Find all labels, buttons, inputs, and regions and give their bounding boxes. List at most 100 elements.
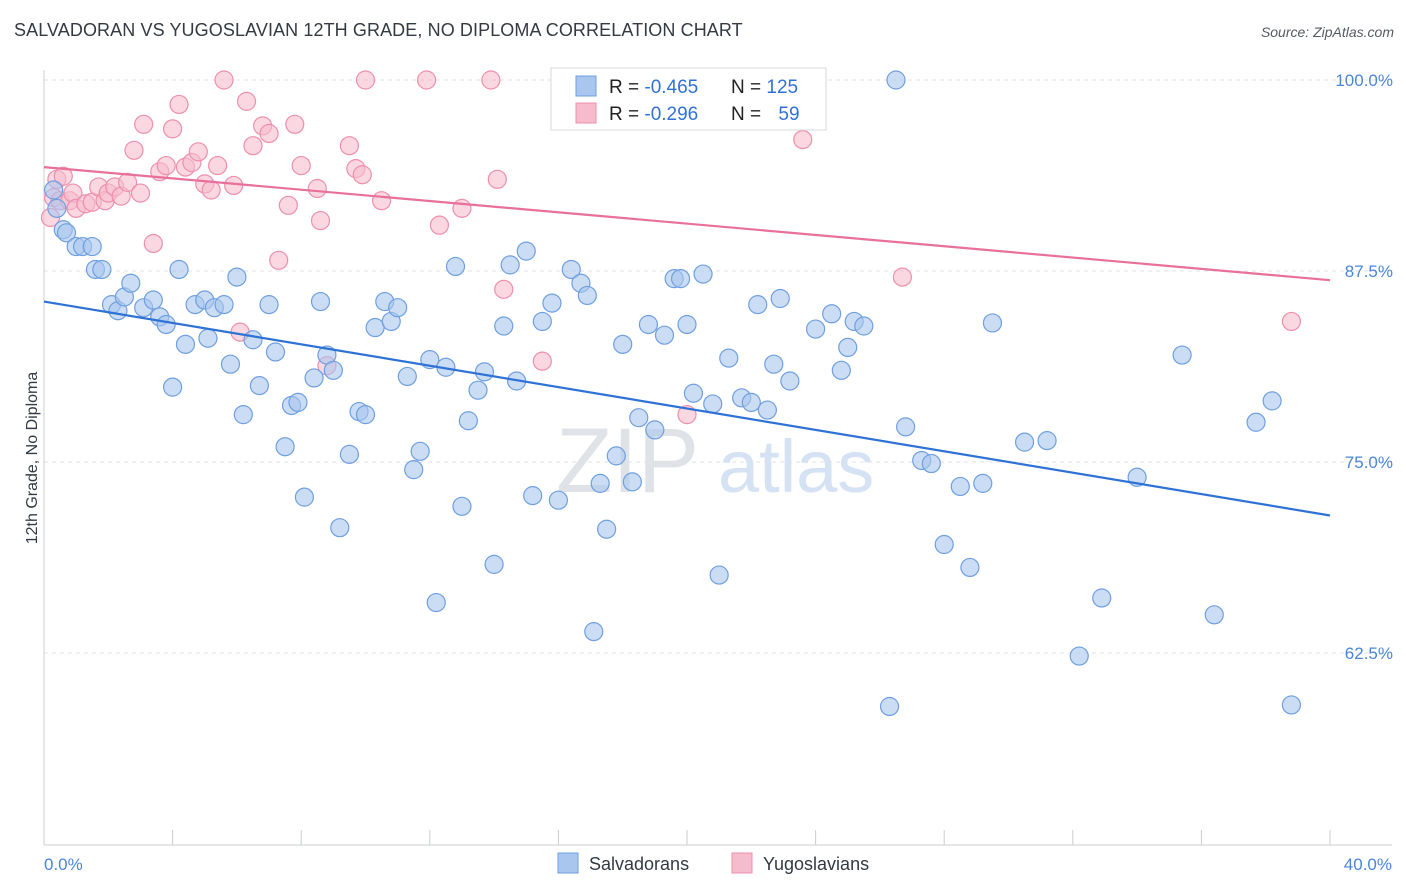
salvadorans-point [259, 295, 279, 315]
yugoslavians-point [163, 119, 183, 139]
salvadorans-point [1204, 605, 1224, 625]
legend-n-value: 59 [778, 104, 799, 125]
salvadorans-point [548, 490, 569, 510]
salvadorans-point [719, 348, 739, 368]
svg-text:N = 125: N = 125 [731, 77, 798, 98]
svg-text:R = -0.296: R = -0.296 [609, 104, 698, 125]
salvadorans-point [677, 314, 697, 335]
salvadorans-point [831, 360, 851, 380]
yugoslavians-point [259, 123, 279, 144]
yugoslavians-point [214, 70, 234, 90]
salvadorans-point [1281, 695, 1302, 715]
salvadorans-point [542, 293, 562, 313]
salvadorans-point [590, 473, 610, 493]
salvadorans-point [410, 441, 430, 461]
salvadorans-point [452, 496, 472, 516]
x-tick-label-min: 0.0% [44, 855, 83, 874]
salvadorans-point [1014, 432, 1035, 452]
yugoslavians-point [892, 267, 913, 287]
salvadorans-trend-line [43, 300, 1331, 517]
salvadorans-point [597, 519, 617, 539]
legend-r-value: -0.465 [644, 77, 698, 98]
salvadorans-point [426, 592, 446, 613]
trend-lines [43, 166, 1331, 517]
salvadorans-point [683, 383, 704, 403]
yugoslavians-point [130, 183, 151, 203]
salvadorans-point [121, 273, 141, 293]
salvadorans-point [175, 334, 196, 354]
salvadorans-point [654, 325, 675, 345]
salvadorans-point [458, 411, 478, 431]
salvadorans-point [645, 420, 665, 440]
salvadorans-point [214, 295, 234, 315]
y-tick-label: 100.0% [1335, 71, 1393, 90]
salvadorans-point [629, 408, 649, 428]
salvadorans-point [1172, 345, 1192, 365]
yugoslavians-point [124, 140, 144, 160]
salvadorans-point [960, 557, 980, 578]
legend-n-label: N = [731, 104, 766, 125]
salvadorans-point [484, 554, 504, 574]
salvadorans-point [1246, 412, 1266, 432]
correlation-legend: R = -0.465 N = 125 R = -0.296 N = 59 [550, 67, 827, 131]
yugoslavians-point [243, 136, 263, 156]
salvadorans-points [44, 70, 1302, 717]
chart-title: SALVADORAN VS YUGOSLAVIAN 12TH GRADE, NO… [14, 20, 743, 40]
yugoslavians-point [143, 233, 163, 254]
salvadorans-point [934, 534, 954, 555]
yugoslavians-points [40, 70, 1302, 425]
salvadorans-point [638, 314, 659, 335]
salvadorans-point [1069, 646, 1089, 666]
salvadorans-point [220, 354, 241, 374]
yugoslavians-point [236, 91, 257, 111]
salvadorans-point [265, 342, 286, 362]
salvadorans-point [982, 313, 1003, 333]
yugoslavians-point [310, 210, 331, 231]
salvadorans-point [622, 472, 642, 492]
yugoslavians-point [487, 169, 507, 189]
salvadorans-point [896, 417, 916, 437]
yugoslavians-point [201, 180, 221, 200]
yugoslavians-point [371, 191, 392, 211]
yugoslavians-point [278, 195, 298, 215]
yugoslavians-point [352, 165, 372, 185]
yugoslavians-point [339, 136, 360, 156]
salvadorans-point [879, 696, 900, 717]
yugoslavians-point [169, 94, 189, 115]
x-tick-label-max: 40.0% [1344, 855, 1392, 874]
salvadorans-point [606, 446, 626, 466]
salvadorans-point [741, 392, 761, 413]
yugoslavians-point [307, 178, 327, 199]
yugoslavians-trend-line [43, 166, 1331, 282]
salvadorans-point [757, 400, 777, 420]
salvadorans-point [886, 70, 906, 90]
salvadorans-point [294, 487, 315, 507]
salvadorans-point [532, 311, 552, 332]
yugoslavians-point [494, 279, 514, 299]
salvadorans-point [838, 337, 858, 357]
salvadorans-point [500, 255, 520, 275]
salvadorans-point [365, 317, 385, 338]
yugoslavians-point [793, 129, 813, 150]
salvadorans-point [404, 460, 424, 480]
salvadorans-point [709, 565, 729, 585]
watermark-zip: ZIP [556, 410, 699, 512]
legend-r-value: -0.296 [644, 104, 698, 125]
yugoslavians-point [355, 70, 376, 90]
yugoslavians-point [291, 155, 311, 176]
legend-item-yugoslavians-swatch [731, 852, 753, 874]
salvadorans-point [397, 366, 417, 387]
yugoslavians-point [452, 198, 472, 218]
salvadorans-point [288, 392, 308, 413]
salvadorans-point [770, 288, 790, 309]
salvadorans-point [822, 304, 842, 324]
y-tick-label: 87.5% [1345, 262, 1393, 281]
salvadorans-point [330, 518, 350, 538]
legend-item-salvadorans: Salvadorans [589, 854, 689, 874]
series-legend: Salvadorans Yugoslavians [557, 852, 869, 874]
salvadorans-point [388, 298, 408, 318]
legend-r-label: R = [609, 77, 644, 98]
yugoslavians-point [285, 114, 305, 134]
y-axis-label: 12th Grade, No Diploma [24, 372, 41, 545]
